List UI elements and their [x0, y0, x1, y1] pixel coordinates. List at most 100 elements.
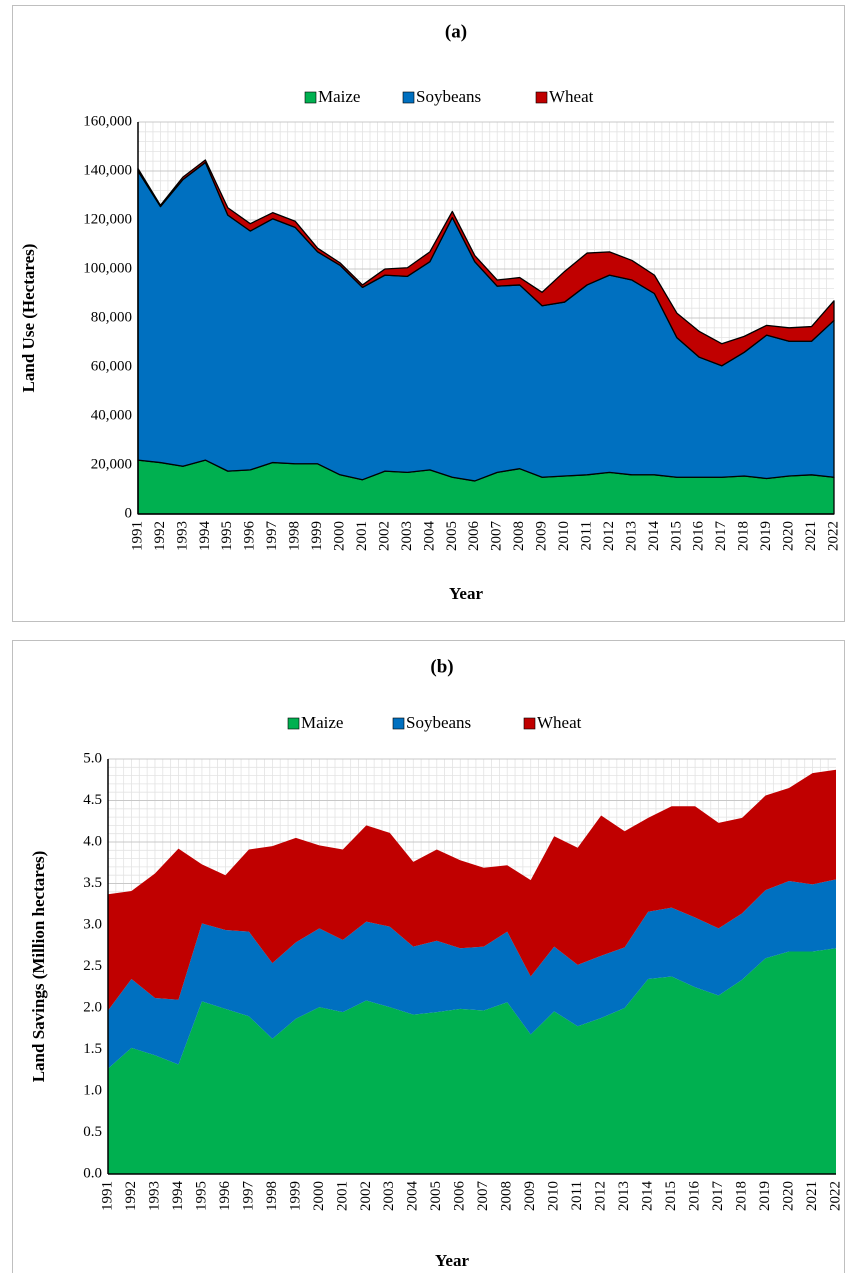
chart-title: (b) [430, 656, 453, 677]
y-tick-label: 140,000 [83, 162, 132, 178]
legend-swatch [535, 91, 548, 104]
x-tick-label: 2017 [710, 1181, 726, 1212]
x-tick-label: 2012 [593, 1181, 609, 1211]
y-tick-label: 2.0 [83, 999, 102, 1015]
x-tick-label: 1998 [287, 521, 303, 551]
x-tick-label: 2004 [421, 521, 437, 552]
x-axis-title: Year [449, 584, 483, 603]
x-tick-label: 2013 [623, 521, 639, 551]
x-tick-label: 2010 [546, 1181, 562, 1211]
legend-swatch [402, 91, 415, 104]
x-tick-label: 1994 [170, 1181, 186, 1212]
y-tick-label: 20,000 [91, 456, 132, 472]
x-tick-label: 2004 [405, 1181, 421, 1212]
legend-swatch [392, 717, 405, 730]
y-tick-label: 40,000 [91, 407, 132, 423]
y-axis-title: Land Savings (Million hectares) [29, 851, 48, 1083]
x-tick-label: 1994 [197, 521, 213, 552]
y-tick-label: 160,000 [83, 113, 132, 129]
x-tick-label: 2015 [663, 1181, 679, 1211]
x-tick-label: 2011 [578, 521, 594, 550]
panel-border [12, 5, 845, 622]
y-tick-label: 2.5 [83, 958, 102, 974]
x-tick-label: 2010 [556, 521, 572, 551]
area [108, 879, 836, 1069]
legend-label: Soybeans [406, 713, 471, 732]
area [108, 948, 836, 1174]
y-tick-label: 1.0 [83, 1082, 102, 1098]
y-tick-label: 3.0 [83, 916, 102, 932]
x-tick-label: 1993 [174, 521, 190, 551]
x-tick-label: 2006 [452, 1181, 468, 1212]
legend-swatch [523, 717, 536, 730]
y-tick-label: 60,000 [91, 358, 132, 374]
x-tick-label: 2018 [736, 521, 752, 551]
y-axis-title: Land Use (Hectares) [19, 244, 38, 393]
x-tick-label: 1997 [264, 521, 280, 552]
x-tick-label: 1992 [152, 521, 168, 551]
x-tick-label: 2019 [758, 521, 774, 551]
x-tick-label: 2000 [332, 521, 348, 551]
x-tick-label: 2007 [489, 521, 505, 552]
x-tick-label: 2021 [804, 1181, 820, 1211]
chart-title: (a) [445, 21, 467, 42]
y-tick-label: 80,000 [91, 309, 132, 325]
x-tick-label: 1998 [264, 1181, 280, 1211]
x-tick-label: 2014 [646, 521, 662, 552]
legend-label: Soybeans [416, 87, 481, 106]
y-tick-label: 0.5 [83, 1124, 102, 1140]
legend-label: Wheat [549, 87, 594, 106]
x-tick-label: 2020 [781, 521, 797, 551]
x-tick-label: 1991 [99, 1181, 115, 1211]
x-tick-label: 2022 [827, 1181, 843, 1211]
x-tick-label: 2016 [691, 521, 707, 552]
x-tick-label: 2001 [334, 1181, 350, 1211]
x-tick-label: 2013 [616, 1181, 632, 1211]
x-tick-label: 1997 [240, 1181, 256, 1212]
y-tick-label: 1.5 [83, 1041, 102, 1057]
x-tick-label: 2006 [466, 521, 482, 552]
x-tick-label: 2002 [358, 1181, 374, 1211]
x-tick-label: 2000 [311, 1181, 327, 1211]
legend-label: Wheat [537, 713, 582, 732]
panel-border [12, 640, 845, 1273]
y-tick-label: 4.0 [83, 833, 102, 849]
x-tick-label: 2012 [601, 521, 617, 551]
x-tick-label: 1993 [146, 1181, 162, 1211]
x-tick-label: 1995 [219, 521, 235, 551]
x-tick-label: 2011 [569, 1181, 585, 1210]
x-tick-label: 1996 [217, 1181, 233, 1212]
x-tick-label: 1999 [287, 1181, 303, 1211]
legend-label: Maize [301, 713, 343, 732]
x-tick-label: 1995 [193, 1181, 209, 1211]
x-tick-label: 1991 [129, 521, 145, 551]
x-tick-label: 2005 [428, 1181, 444, 1211]
x-tick-label: 2022 [825, 521, 841, 551]
x-axis-title: Year [435, 1251, 469, 1270]
x-tick-label: 2018 [734, 1181, 750, 1211]
y-tick-label: 100,000 [83, 260, 132, 276]
x-tick-label: 2014 [640, 1181, 656, 1212]
area [108, 769, 836, 1011]
x-tick-label: 2008 [499, 1181, 515, 1211]
x-tick-label: 2002 [376, 521, 392, 551]
x-tick-label: 2016 [687, 1181, 703, 1212]
x-tick-label: 2017 [713, 521, 729, 552]
x-tick-label: 1999 [309, 521, 325, 551]
x-tick-label: 2009 [522, 1181, 538, 1211]
x-tick-label: 2003 [399, 521, 415, 551]
y-tick-label: 120,000 [83, 211, 132, 227]
x-tick-label: 2015 [668, 521, 684, 551]
x-tick-label: 1992 [123, 1181, 139, 1211]
x-tick-label: 2021 [803, 521, 819, 551]
y-tick-label: 0.0 [83, 1165, 102, 1181]
legend-label: Maize [318, 87, 360, 106]
area [137, 159, 835, 367]
x-tick-label: 2005 [444, 521, 460, 551]
y-tick-label: 4.5 [83, 792, 102, 808]
legend-swatch [287, 717, 300, 730]
legend-swatch [304, 91, 317, 104]
y-tick-label: 0 [125, 505, 133, 521]
y-tick-label: 3.5 [83, 875, 102, 891]
